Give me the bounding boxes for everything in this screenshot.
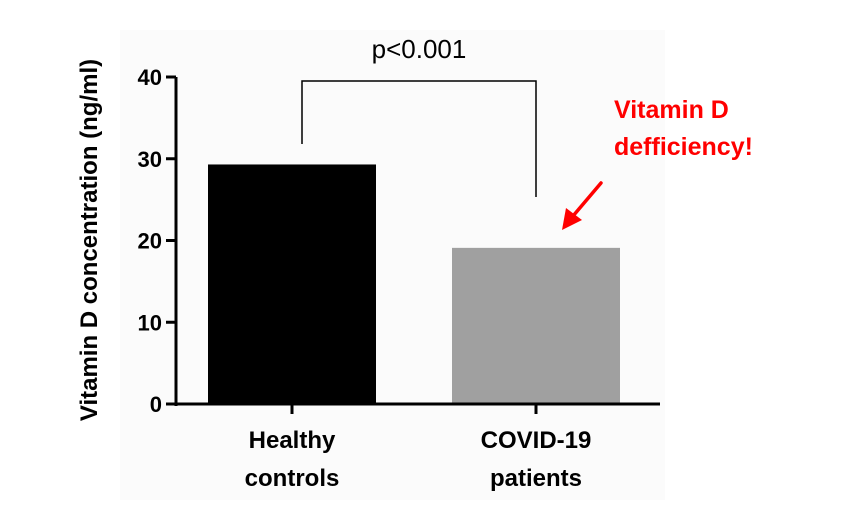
significance-group: p<0.001	[301, 34, 537, 197]
y-axis-label: Vitamin D concentration (ng/ml)	[76, 59, 103, 421]
annotation-arrow-head	[562, 208, 582, 230]
y-tick-label-40: 40	[138, 65, 162, 90]
annotation-text-line-2: defficiency!	[614, 133, 753, 161]
bars-group	[208, 164, 620, 404]
bar-2	[452, 247, 620, 404]
x-tick-label-2-line-2: patients	[490, 465, 582, 492]
bar-1	[208, 164, 376, 404]
annotation-text-line-1: Vitamin D	[614, 96, 729, 124]
y-tick-label-20: 20	[138, 229, 162, 254]
annotation-arrow	[571, 181, 603, 218]
x-tick-label-1-line-2: controls	[245, 465, 340, 492]
x-tick-label-1-line-1: Healthy	[249, 427, 336, 454]
annotation-group: Vitamin D defficiency!	[562, 96, 753, 230]
y-tick-label-10: 10	[138, 310, 162, 335]
significance-bracket	[301, 80, 537, 197]
significance-label: p<0.001	[372, 34, 467, 64]
x-tick-labels-group: Healthy controls COVID-19 patients	[245, 427, 592, 492]
y-ticks-group: 0 10 20 30 40	[138, 65, 176, 417]
y-tick-label-0: 0	[150, 392, 162, 417]
y-tick-label-30: 30	[138, 147, 162, 172]
x-tick-label-2-line-1: COVID-19	[481, 427, 592, 454]
